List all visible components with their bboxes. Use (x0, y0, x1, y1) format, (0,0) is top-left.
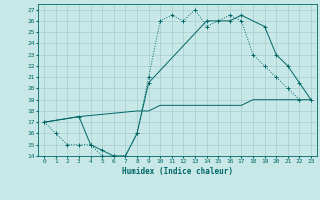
X-axis label: Humidex (Indice chaleur): Humidex (Indice chaleur) (122, 167, 233, 176)
